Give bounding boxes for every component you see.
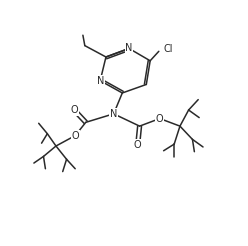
Text: O: O (71, 131, 79, 141)
Text: O: O (134, 140, 141, 150)
Text: O: O (156, 114, 164, 123)
Text: N: N (96, 76, 104, 86)
Text: N: N (110, 109, 117, 119)
Text: O: O (70, 105, 78, 115)
Text: Cl: Cl (164, 45, 173, 54)
Text: N: N (125, 44, 133, 53)
